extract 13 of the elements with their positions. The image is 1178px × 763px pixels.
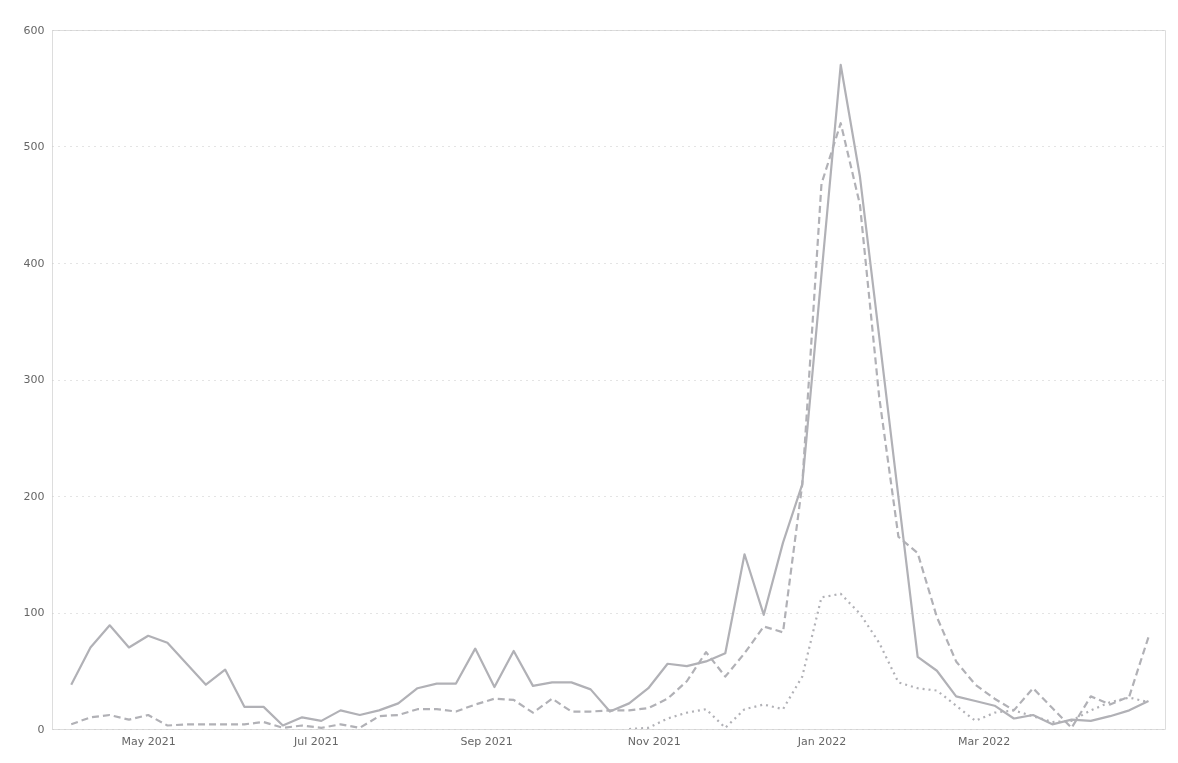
x-tick-label: May 2021 <box>121 734 176 748</box>
x-tick-label: Nov 2021 <box>627 734 681 748</box>
y-tick-label: 600 <box>23 23 45 37</box>
x-tick-label: Sep 2021 <box>460 734 513 748</box>
y-tick-label: 100 <box>23 606 45 619</box>
y-tick-label: 500 <box>23 140 45 153</box>
x-tick-label: Jan 2022 <box>796 734 847 748</box>
x-tick-label: Mar 2022 <box>958 734 1011 748</box>
y-tick-label: 400 <box>23 256 45 270</box>
y-tick-label: 300 <box>23 373 45 386</box>
x-tick-label: Jul 2021 <box>292 734 339 748</box>
y-tick-label: 0 <box>37 722 45 736</box>
y-tick-label: 200 <box>23 489 45 503</box>
